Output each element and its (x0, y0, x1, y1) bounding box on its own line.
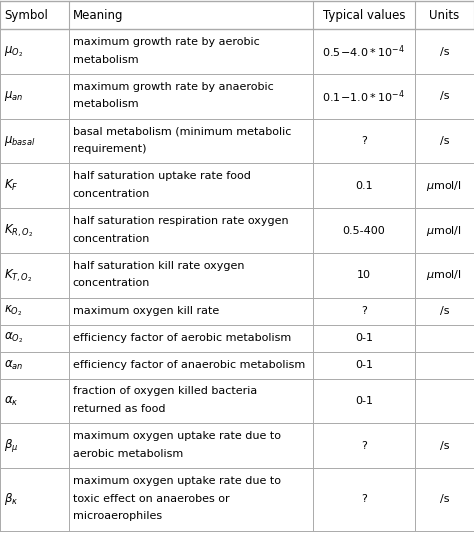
Text: efficiency factor of aerobic metabolism: efficiency factor of aerobic metabolism (73, 333, 291, 343)
Text: $\mu_{an}$: $\mu_{an}$ (4, 89, 23, 103)
Text: $\mu$mol/l: $\mu$mol/l (427, 179, 462, 193)
Text: /s: /s (439, 306, 449, 316)
Text: microaerophiles: microaerophiles (73, 511, 162, 521)
Text: $\alpha_{O_2}$: $\alpha_{O_2}$ (4, 331, 23, 346)
Text: $K_{R,O_2}$: $K_{R,O_2}$ (4, 222, 33, 239)
Text: Meaning: Meaning (73, 9, 123, 22)
Text: $\beta_{\kappa}$: $\beta_{\kappa}$ (4, 491, 18, 508)
Text: aerobic metabolism: aerobic metabolism (73, 449, 183, 459)
Text: toxic effect on anaerobes or: toxic effect on anaerobes or (73, 494, 229, 504)
Text: half saturation respiration rate oxygen: half saturation respiration rate oxygen (73, 216, 288, 226)
Text: $0.5\!-\!4.0 * 10^{-4}$: $0.5\!-\!4.0 * 10^{-4}$ (322, 43, 405, 60)
Text: metabolism: metabolism (73, 99, 138, 110)
Text: /s: /s (439, 136, 449, 146)
Text: $\kappa_{O_2}$: $\kappa_{O_2}$ (4, 304, 22, 319)
Text: requirement): requirement) (73, 144, 146, 154)
Text: $\alpha_{\kappa}$: $\alpha_{\kappa}$ (4, 394, 18, 408)
Text: /s: /s (439, 441, 449, 451)
Text: $\mu$mol/l: $\mu$mol/l (427, 268, 462, 282)
Text: returned as food: returned as food (73, 404, 165, 414)
Text: $\alpha_{an}$: $\alpha_{an}$ (4, 359, 23, 372)
Text: concentration: concentration (73, 278, 150, 288)
Text: ?: ? (361, 306, 367, 316)
Text: $\mu_{O_2}$: $\mu_{O_2}$ (4, 44, 23, 59)
Text: ?: ? (361, 494, 367, 504)
Text: maximum oxygen kill rate: maximum oxygen kill rate (73, 306, 219, 316)
Text: maximum growth rate by anaerobic: maximum growth rate by anaerobic (73, 82, 273, 92)
Text: concentration: concentration (73, 189, 150, 199)
Text: 0-1: 0-1 (355, 396, 373, 406)
Text: /s: /s (439, 91, 449, 102)
Text: 0-1: 0-1 (355, 360, 373, 370)
Text: half saturation uptake rate food: half saturation uptake rate food (73, 171, 250, 181)
Text: maximum oxygen uptake rate due to: maximum oxygen uptake rate due to (73, 476, 281, 486)
Text: 0-1: 0-1 (355, 333, 373, 343)
Text: $\beta_{\mu}$: $\beta_{\mu}$ (4, 437, 18, 454)
Text: $\mu$mol/l: $\mu$mol/l (427, 224, 462, 238)
Text: $\mu_{basal}$: $\mu_{basal}$ (4, 134, 35, 148)
Text: half saturation kill rate oxygen: half saturation kill rate oxygen (73, 261, 244, 271)
Text: maximum growth rate by aerobic: maximum growth rate by aerobic (73, 37, 259, 47)
Text: ?: ? (361, 441, 367, 451)
Text: basal metabolism (minimum metabolic: basal metabolism (minimum metabolic (73, 126, 291, 137)
Text: Symbol: Symbol (4, 9, 48, 22)
Text: 0.1: 0.1 (355, 181, 373, 191)
Text: /s: /s (439, 494, 449, 504)
Text: Typical values: Typical values (322, 9, 405, 22)
Text: $K_F$: $K_F$ (4, 178, 18, 193)
Text: concentration: concentration (73, 234, 150, 244)
Text: maximum oxygen uptake rate due to: maximum oxygen uptake rate due to (73, 431, 281, 441)
Text: metabolism: metabolism (73, 55, 138, 65)
Text: Units: Units (429, 9, 459, 22)
Text: fraction of oxygen killed bacteria: fraction of oxygen killed bacteria (73, 386, 257, 396)
Text: /s: /s (439, 46, 449, 57)
Text: 0.5-400: 0.5-400 (342, 226, 385, 235)
Text: $K_{T,O_2}$: $K_{T,O_2}$ (4, 267, 32, 284)
Text: ?: ? (361, 136, 367, 146)
Text: 10: 10 (357, 270, 371, 280)
Text: efficiency factor of anaerobic metabolism: efficiency factor of anaerobic metabolis… (73, 360, 305, 370)
Text: $0.1\!-\!1.0 * 10^{-4}$: $0.1\!-\!1.0 * 10^{-4}$ (322, 88, 405, 105)
